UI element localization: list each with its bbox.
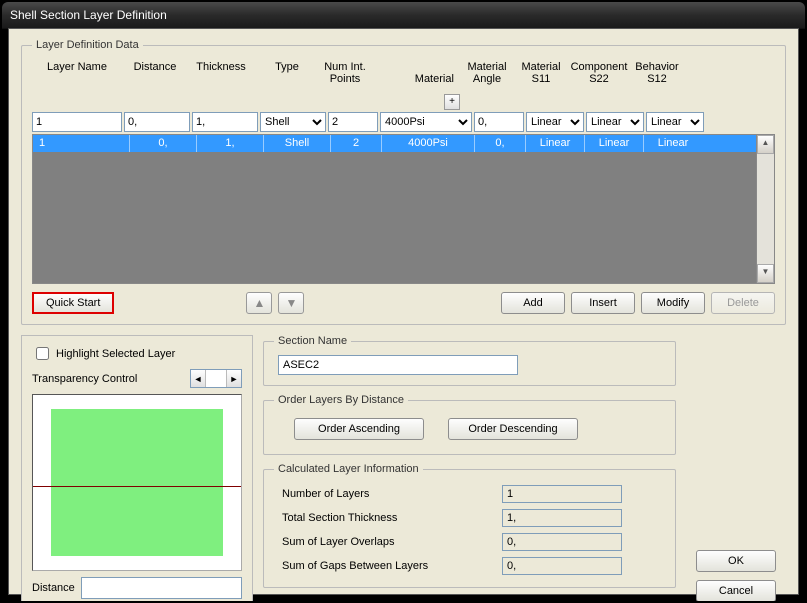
transparency-label: Transparency Control <box>32 373 137 385</box>
header-layer-name: Layer Name <box>32 61 122 112</box>
move-up-button[interactable]: ▲ <box>246 292 272 314</box>
transparency-left-icon[interactable]: ◄ <box>191 370 206 387</box>
material-select[interactable]: 4000Psi <box>380 112 472 132</box>
column-headers: Layer Name Distance Thickness Type Num I… <box>32 61 775 112</box>
header-s12: Behavior S12 <box>628 61 686 112</box>
num-int-points-input[interactable] <box>328 112 378 132</box>
preview-panel: Highlight Selected Layer Transparency Co… <box>21 335 253 601</box>
delete-button[interactable]: Delete <box>711 292 775 314</box>
table-row[interactable]: 1 0, 1, Shell 2 4000Psi 0, Linear Linear… <box>33 135 756 152</box>
preview-distance-field <box>81 577 242 599</box>
layer-preview <box>32 394 242 571</box>
grid-scrollbar[interactable]: ▲ ▼ <box>757 134 775 284</box>
grid-toolbar: Quick Start ▲ ▼ Add Insert Modify Delete <box>32 292 775 314</box>
gaps-value <box>502 557 622 575</box>
highlight-label: Highlight Selected Layer <box>56 348 175 360</box>
total-thick-label: Total Section Thickness <box>282 512 502 524</box>
section-name-group: Section Name <box>263 335 676 386</box>
scroll-track[interactable] <box>757 154 774 264</box>
layers-grid-wrap: 1 0, 1, Shell 2 4000Psi 0, Linear Linear… <box>32 134 775 284</box>
s12-select[interactable]: Linear <box>646 112 704 132</box>
header-s11: Material S11 <box>512 61 570 112</box>
add-button[interactable]: Add <box>501 292 565 314</box>
cell-s11: Linear <box>526 135 585 152</box>
s22-select[interactable]: Linear <box>586 112 644 132</box>
cell-thickness: 1, <box>197 135 264 152</box>
dialog-buttons: OK Cancel <box>686 335 786 601</box>
cell-nip: 2 <box>331 135 382 152</box>
highlight-checkbox[interactable] <box>36 347 49 360</box>
cancel-button[interactable]: Cancel <box>696 580 776 601</box>
material-angle-input[interactable] <box>474 112 524 132</box>
header-num-int-pts: Num Int. Points <box>320 61 370 112</box>
order-layers-legend: Order Layers By Distance <box>274 394 408 406</box>
overlap-value <box>502 533 622 551</box>
overlap-label: Sum of Layer Overlaps <box>282 536 502 548</box>
thickness-input[interactable] <box>192 112 258 132</box>
scroll-up-icon[interactable]: ▲ <box>757 135 774 154</box>
window-frame: Shell Section Layer Definition Layer Def… <box>2 2 805 601</box>
layers-grid[interactable]: 1 0, 1, Shell 2 4000Psi 0, Linear Linear… <box>32 134 757 284</box>
insert-button[interactable]: Insert <box>571 292 635 314</box>
layer-name-input[interactable] <box>32 112 122 132</box>
num-layers-value <box>502 485 622 503</box>
header-thickness: Thickness <box>188 61 254 112</box>
order-ascending-button[interactable]: Order Ascending <box>294 418 424 440</box>
header-distance: Distance <box>122 61 188 112</box>
s11-select[interactable]: Linear <box>526 112 584 132</box>
cell-distance: 0, <box>130 135 197 152</box>
num-layers-label: Number of Layers <box>282 488 502 500</box>
input-row: Shell 4000Psi Linear Linear Linear <box>32 112 775 132</box>
cell-s12: Linear <box>644 135 702 152</box>
preview-centerline <box>33 486 241 487</box>
window-title: Shell Section Layer Definition <box>10 8 167 22</box>
total-thick-value <box>502 509 622 527</box>
transparency-spinner[interactable]: ◄ ► <box>190 369 242 388</box>
calculated-info-legend: Calculated Layer Information <box>274 463 423 475</box>
modify-button[interactable]: Modify <box>641 292 705 314</box>
section-name-input[interactable] <box>278 355 518 375</box>
move-down-button[interactable]: ▼ <box>278 292 304 314</box>
preview-layer-rect <box>51 409 223 556</box>
scroll-down-icon[interactable]: ▼ <box>757 264 774 283</box>
layer-definition-legend: Layer Definition Data <box>32 39 143 51</box>
lower-area: Highlight Selected Layer Transparency Co… <box>21 335 786 601</box>
cell-s22: Linear <box>585 135 644 152</box>
cell-angle: 0, <box>475 135 526 152</box>
gaps-label: Sum of Gaps Between Layers <box>282 560 502 572</box>
material-add-button[interactable]: + <box>444 94 460 110</box>
type-select[interactable]: Shell <box>260 112 326 132</box>
preview-distance-label: Distance <box>32 582 75 594</box>
distance-input[interactable] <box>124 112 190 132</box>
ok-button[interactable]: OK <box>696 550 776 572</box>
cell-layer-name: 1 <box>33 135 130 152</box>
transparency-track[interactable] <box>206 370 226 387</box>
calculated-info-group: Calculated Layer Information Number of L… <box>263 463 676 588</box>
cell-type: Shell <box>264 135 331 152</box>
transparency-right-icon[interactable]: ► <box>226 370 241 387</box>
quick-start-button[interactable]: Quick Start <box>32 292 114 314</box>
middle-column: Section Name Order Layers By Distance Or… <box>263 335 676 601</box>
header-material-angle: Material Angle <box>462 61 512 112</box>
header-type: Type <box>254 61 320 112</box>
section-name-legend: Section Name <box>274 335 351 347</box>
order-layers-group: Order Layers By Distance Order Ascending… <box>263 394 676 455</box>
titlebar[interactable]: Shell Section Layer Definition <box>2 2 805 29</box>
layer-definition-group: Layer Definition Data Layer Name Distanc… <box>21 39 786 325</box>
client-area: Layer Definition Data Layer Name Distanc… <box>8 28 799 595</box>
cell-material: 4000Psi <box>382 135 475 152</box>
header-material: Material + <box>370 61 462 112</box>
header-s22: Component S22 <box>570 61 628 112</box>
order-descending-button[interactable]: Order Descending <box>448 418 578 440</box>
